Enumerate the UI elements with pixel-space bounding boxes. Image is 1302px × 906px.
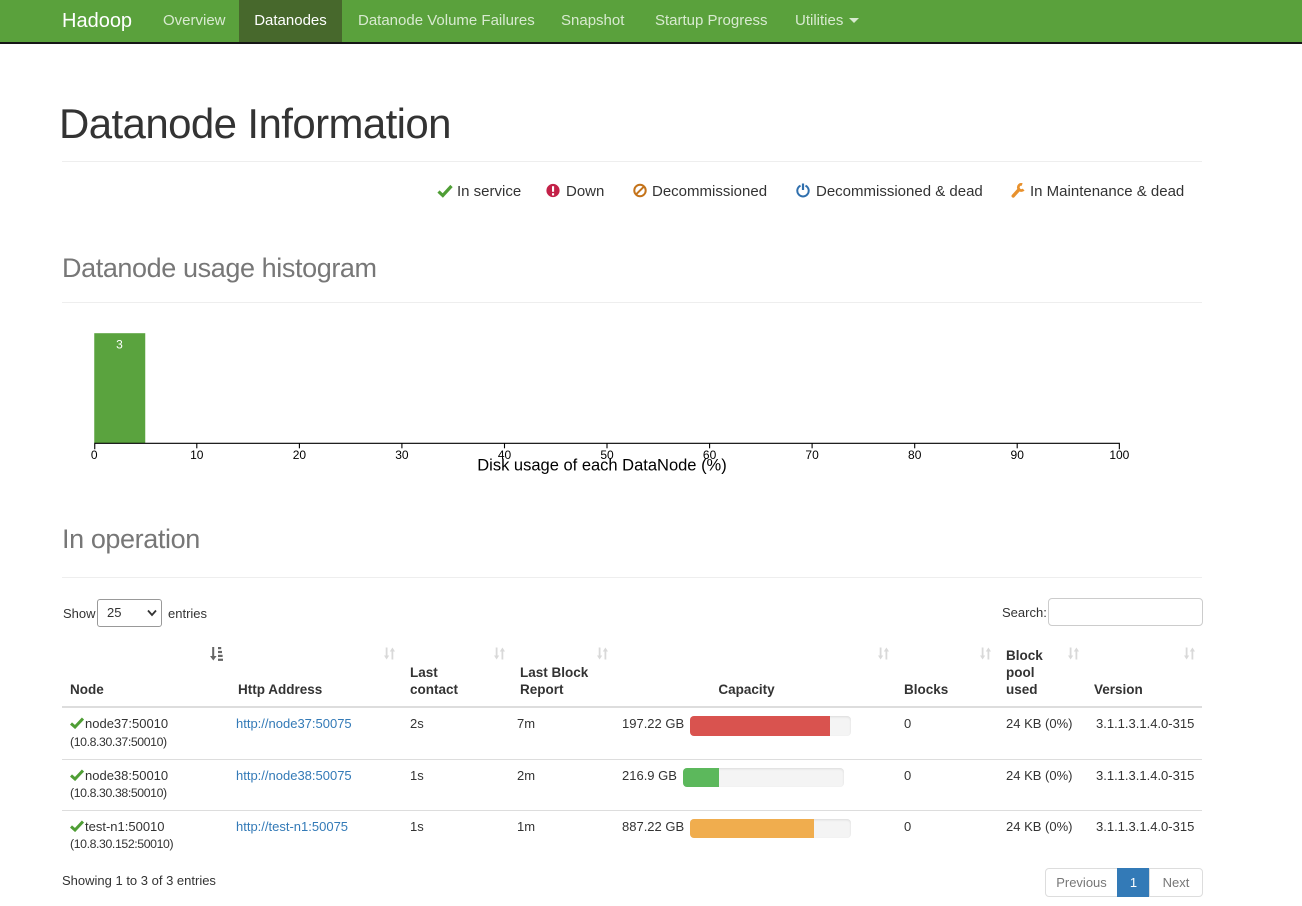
svg-text:70: 70 [805, 448, 819, 462]
svg-text:30: 30 [395, 448, 409, 462]
svg-text:80: 80 [908, 448, 922, 462]
svg-text:60: 60 [703, 448, 717, 462]
svg-text:3: 3 [116, 338, 123, 352]
svg-text:20: 20 [293, 448, 307, 462]
svg-text:90: 90 [1011, 448, 1025, 462]
svg-text:100: 100 [1109, 448, 1129, 462]
svg-text:Disk usage of each DataNode (%: Disk usage of each DataNode (%) [477, 457, 726, 475]
svg-text:0: 0 [91, 448, 98, 462]
svg-text:50: 50 [600, 448, 614, 462]
svg-text:40: 40 [498, 448, 512, 462]
svg-text:10: 10 [190, 448, 204, 462]
